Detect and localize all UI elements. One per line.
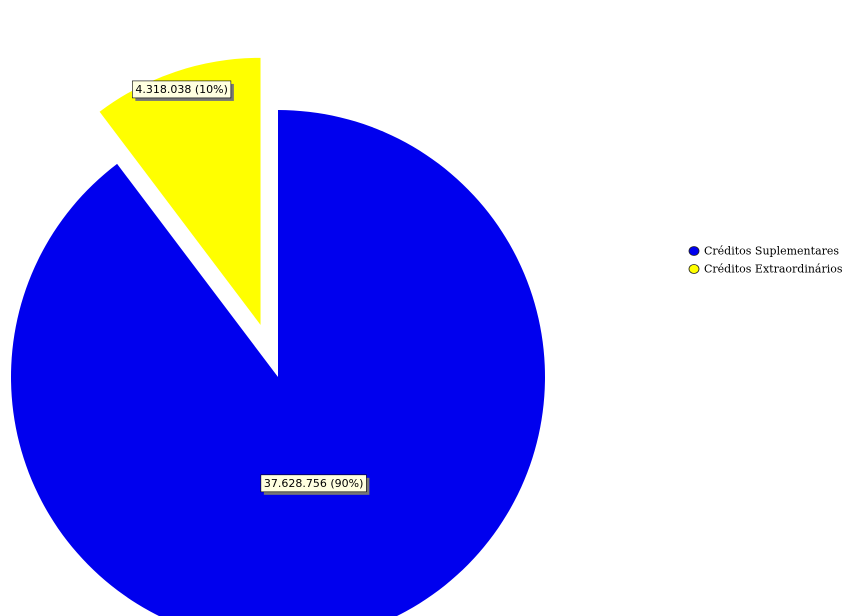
legend-label-1: Créditos Suplementares — [704, 245, 839, 258]
data-label-1: 37.628.756 (90%) — [260, 474, 370, 495]
data-label-box — [132, 80, 232, 99]
pie-slice-1 — [11, 110, 545, 616]
data-label-2: 4.318.038 (10%) — [132, 80, 234, 101]
data-label-box — [260, 474, 367, 493]
legend-marker-1 — [688, 246, 700, 256]
pie-slice-2 — [99, 57, 261, 325]
legend-item-1: Créditos Suplementares — [688, 245, 839, 258]
legend: Créditos Suplementares Créditos Extraordi… — [688, 245, 843, 276]
data-labels: 37.628.756 (90%) 4.318.038 (10%) — [132, 80, 370, 495]
pie-slices — [11, 57, 545, 616]
legend-item-2: Créditos Extraordinários — [688, 263, 843, 276]
legend-marker-2 — [688, 264, 700, 274]
legend-label-2: Créditos Extraordinários — [704, 263, 843, 276]
data-label-text-1: 37.628.756 (90%) — [264, 477, 364, 490]
data-label-text-2: 4.318.038 (10%) — [135, 83, 228, 96]
